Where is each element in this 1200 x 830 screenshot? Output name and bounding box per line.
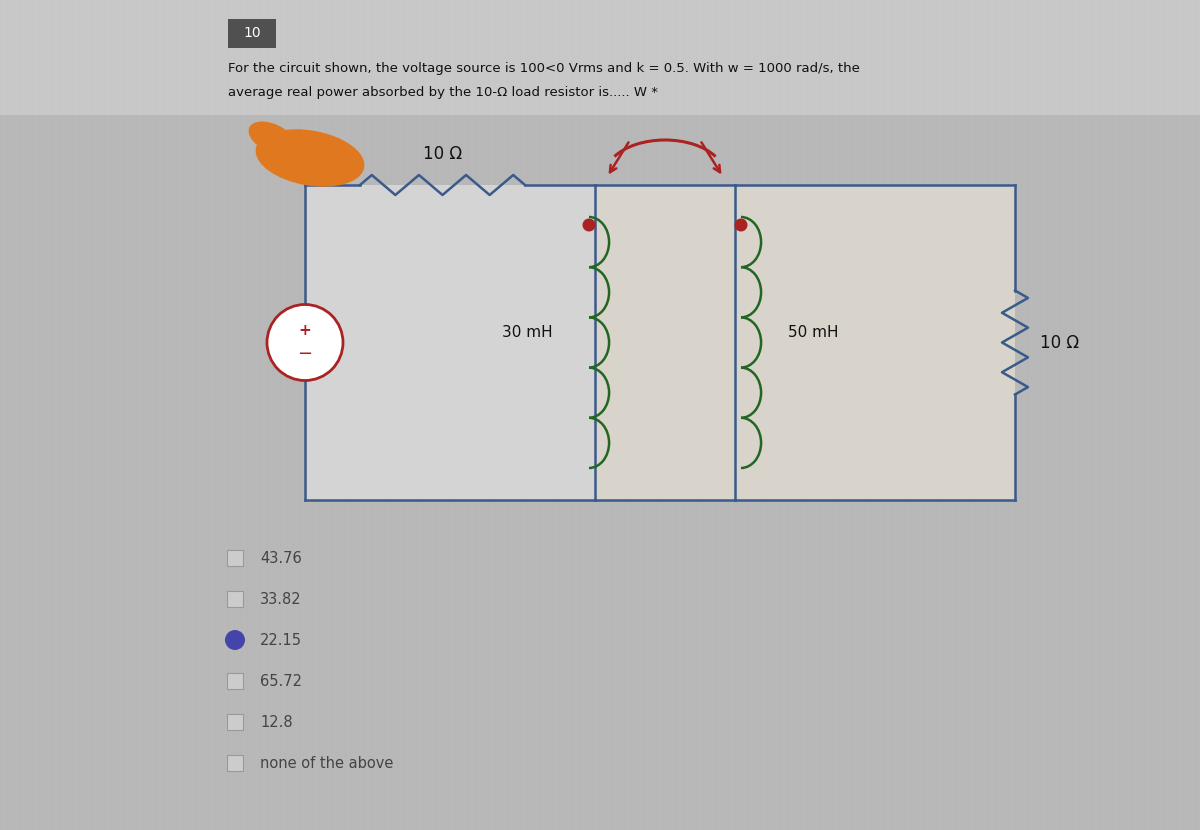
FancyBboxPatch shape <box>227 673 244 689</box>
Text: none of the above: none of the above <box>260 755 394 770</box>
Text: 65.72: 65.72 <box>260 673 302 689</box>
Text: average real power absorbed by the 10-Ω load resistor is..... W *: average real power absorbed by the 10-Ω … <box>228 85 658 99</box>
Ellipse shape <box>248 121 295 154</box>
FancyBboxPatch shape <box>305 185 595 500</box>
Circle shape <box>582 218 595 232</box>
Circle shape <box>226 631 245 649</box>
Text: 10 Ω: 10 Ω <box>1040 334 1079 351</box>
FancyBboxPatch shape <box>227 550 244 566</box>
Circle shape <box>734 218 748 232</box>
Text: +: + <box>299 323 311 338</box>
FancyBboxPatch shape <box>0 0 1200 115</box>
Text: −: − <box>298 344 312 363</box>
Text: 33.82: 33.82 <box>260 592 301 607</box>
FancyBboxPatch shape <box>227 591 244 607</box>
FancyBboxPatch shape <box>595 185 1015 500</box>
FancyBboxPatch shape <box>227 714 244 730</box>
Text: 30 mH: 30 mH <box>502 325 552 340</box>
FancyBboxPatch shape <box>228 19 276 48</box>
Ellipse shape <box>256 129 365 187</box>
Text: 10 Ω: 10 Ω <box>422 145 462 163</box>
FancyBboxPatch shape <box>227 755 244 771</box>
Text: 43.76: 43.76 <box>260 550 301 565</box>
Circle shape <box>266 305 343 380</box>
Text: For the circuit shown, the voltage source is 100<0 Vrms and k = 0.5. With w = 10: For the circuit shown, the voltage sourc… <box>228 61 860 75</box>
Text: 10: 10 <box>244 26 260 40</box>
Text: 50 mH: 50 mH <box>787 325 839 340</box>
Text: 12.8: 12.8 <box>260 715 293 730</box>
Text: 22.15: 22.15 <box>260 632 302 647</box>
